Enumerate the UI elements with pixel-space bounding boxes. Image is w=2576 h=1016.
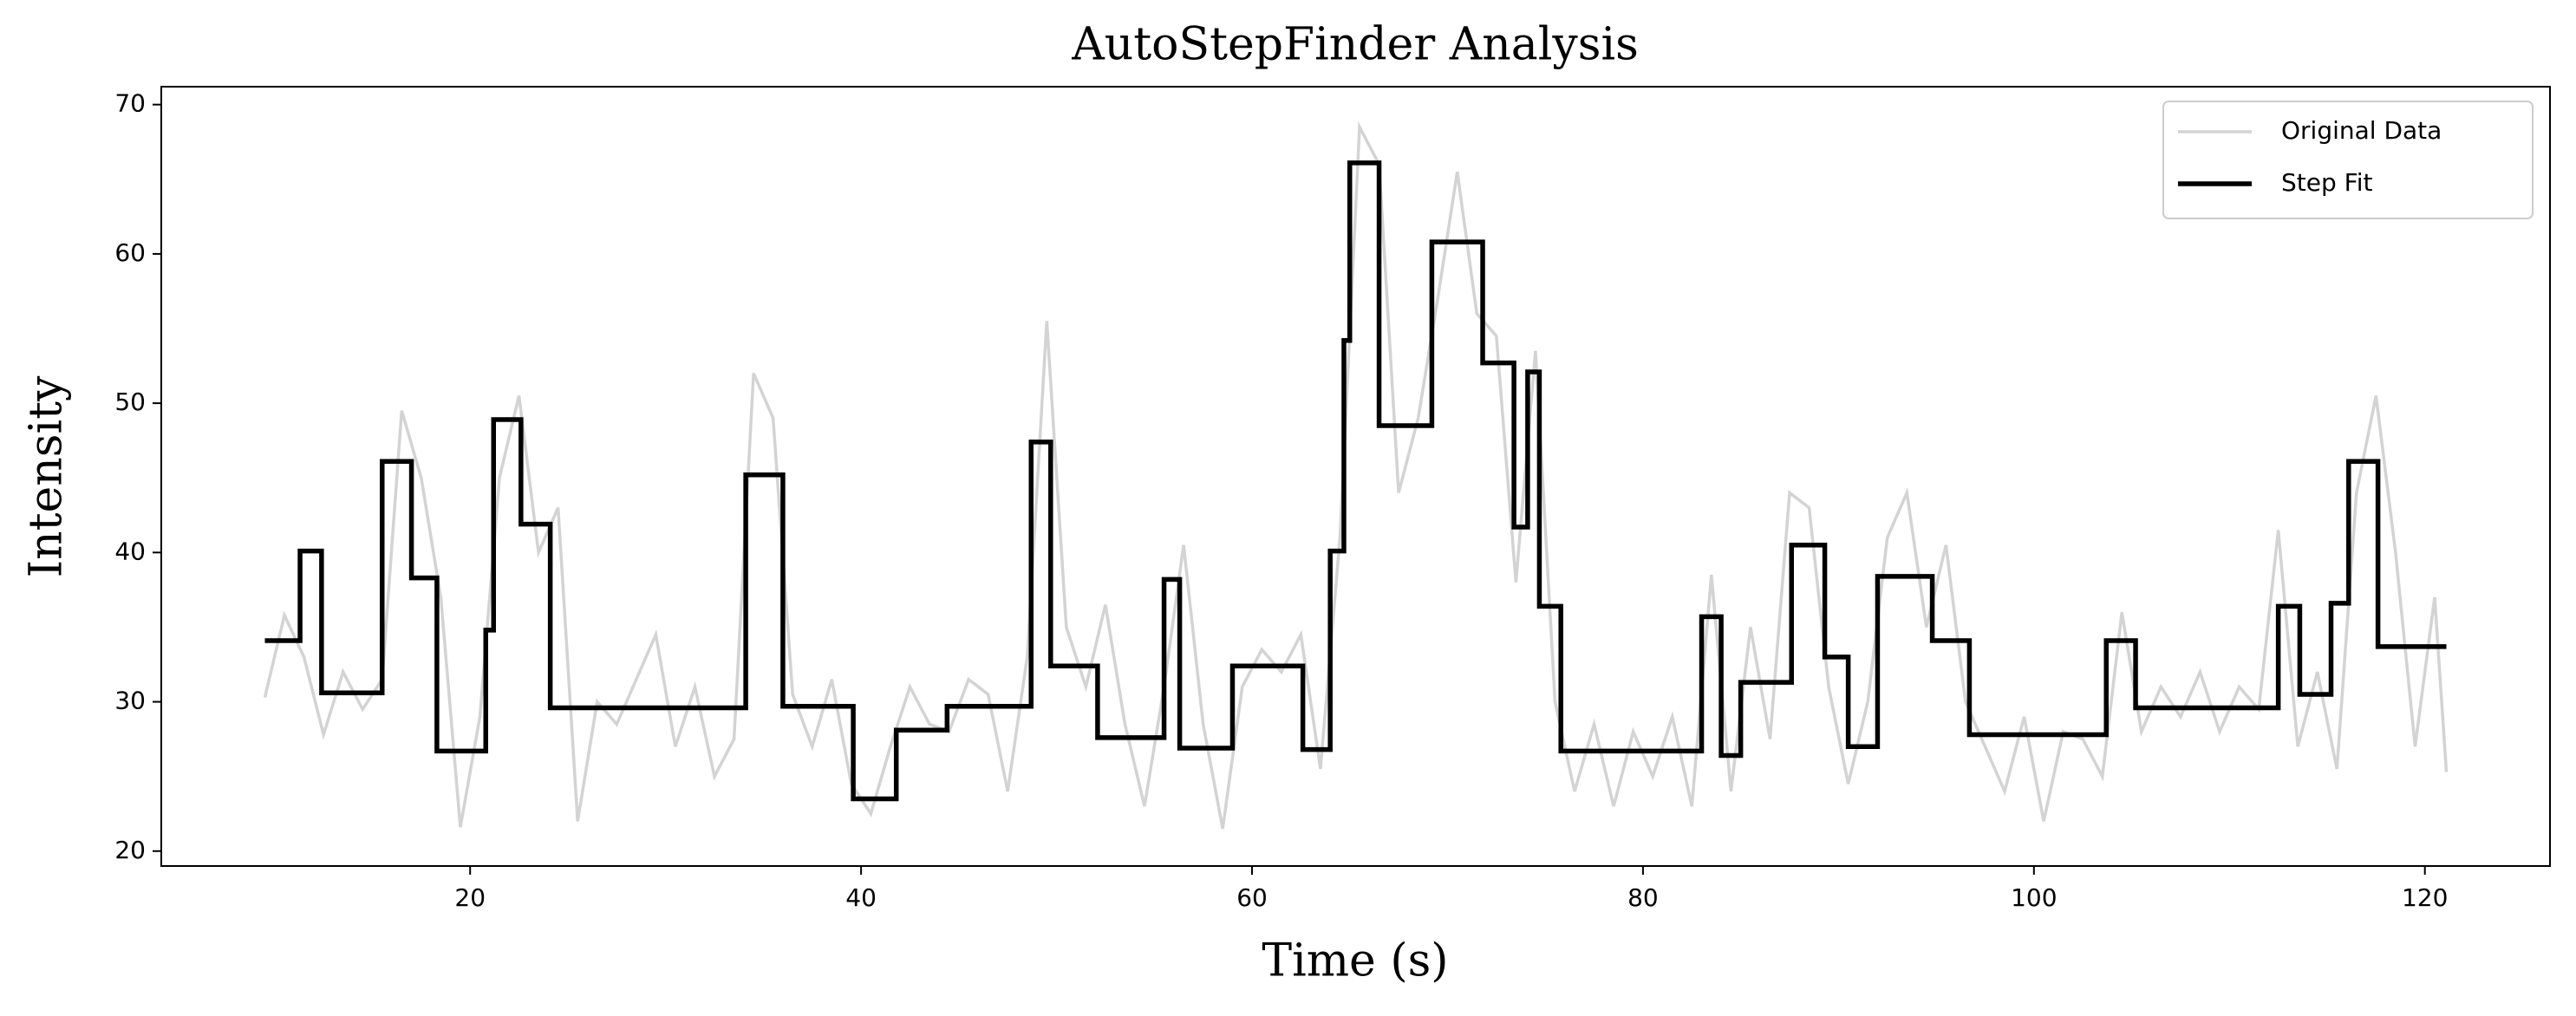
x-tick-label: 60 [1236,883,1268,912]
chart-title: AutoStepFinder Analysis [1071,19,1639,71]
x-tick-label: 40 [845,883,877,912]
x-tick-label: 20 [454,883,486,912]
x-tick-label: 120 [2402,883,2448,912]
y-tick-label: 60 [114,238,146,267]
x-tick-label: 80 [1627,883,1659,912]
legend-label: Step Fit [2281,168,2373,197]
x-tick-label: 100 [2011,883,2057,912]
y-tick-label: 50 [114,388,146,416]
data-line [263,120,2449,830]
y-tick-label: 20 [114,836,146,864]
y-axis-label: Intensity [21,375,73,577]
y-tick-label: 70 [114,89,146,118]
legend-label: Original Data [2281,116,2442,145]
y-tick-label: 40 [114,537,146,565]
legend-box [2162,101,2534,219]
x-axis-label: Time (s) [1262,935,1448,987]
y-tick-label: 30 [114,687,146,715]
data-line [264,160,2447,802]
plot-frame [160,86,2551,867]
